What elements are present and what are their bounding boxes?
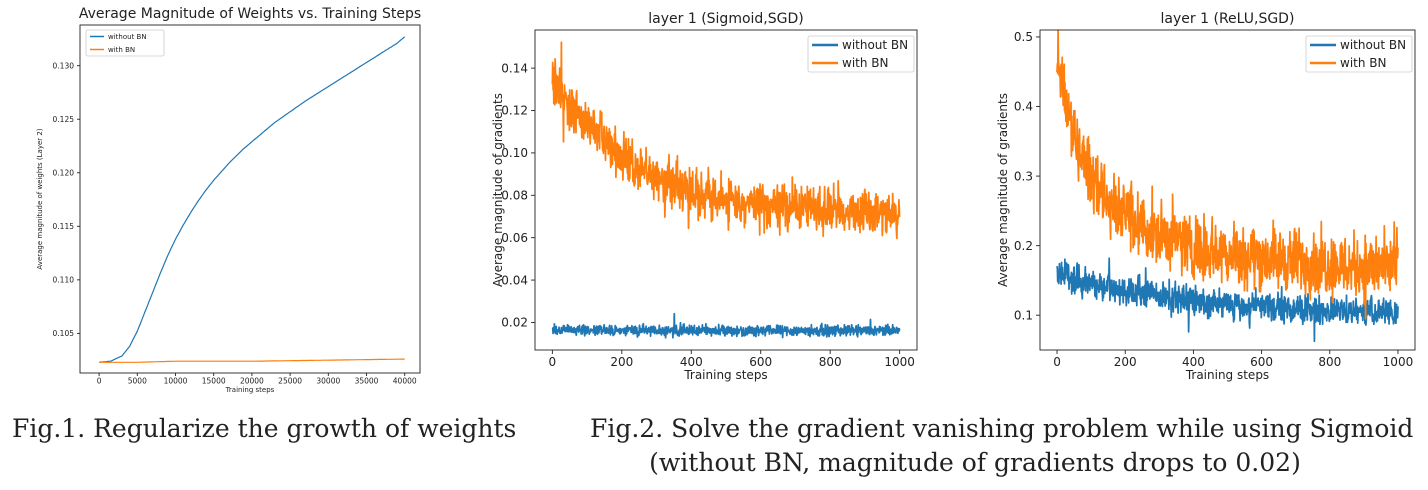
y-tick-label: 0.130 (53, 61, 75, 70)
x-tick-label: 25000 (278, 377, 302, 386)
figure-2-caption-line-1: Fig.2. Solve the gradient vanishing prob… (590, 414, 1414, 443)
y-tick-label: 0.10 (501, 146, 528, 160)
y-tick-label: 0.120 (53, 168, 75, 177)
y-tick-label: 0.3 (1014, 169, 1033, 183)
y-tick-label: 0.4 (1014, 100, 1033, 114)
y-tick-label: 0.125 (53, 115, 75, 124)
y-tick-label: 0.14 (501, 61, 528, 75)
x-tick-label: 400 (1182, 355, 1205, 369)
plot-frame (1039, 29, 1416, 351)
x-tick-label: 20000 (240, 377, 264, 386)
legend-label: without BN (108, 33, 147, 41)
y-tick-label: 0.2 (1014, 239, 1033, 253)
legend-label: with BN (108, 46, 135, 54)
chart-title: layer 1 (Sigmoid,SGD) (648, 11, 803, 27)
x-tick-label: 15000 (202, 377, 226, 386)
y-tick-label: 0.110 (53, 275, 75, 284)
x-axis-label: Training steps (1185, 368, 1269, 382)
figure-1-caption: Fig.1. Regularize the growth of weights (12, 414, 517, 443)
x-axis-label: Training steps (683, 368, 767, 382)
legend-label: with BN (842, 56, 888, 70)
y-tick-label: 0.06 (501, 231, 528, 245)
plot-frame (79, 24, 421, 374)
series-line-with-bn (99, 358, 405, 363)
figure-2-caption-line-2: (without BN, magnitude of gradients drop… (649, 448, 1301, 477)
legend-label: without BN (1340, 38, 1406, 52)
y-axis-label: Average magnitude of gradients (491, 93, 505, 287)
x-tick-label: 200 (1114, 355, 1137, 369)
legend-label: with BN (1340, 56, 1386, 70)
x-tick-label: 5000 (128, 377, 147, 386)
chart-1: Average Magnitude of Weights vs. Trainin… (36, 6, 421, 394)
y-tick-label: 0.08 (501, 188, 528, 202)
x-tick-label: 30000 (316, 377, 340, 386)
x-tick-label: 1000 (884, 355, 915, 369)
y-axis-label: Average magnitude of gradients (996, 93, 1010, 287)
y-tick-label: 0.105 (53, 329, 75, 338)
figure-2-caption: Fig.2. Solve the gradient vanishing prob… (590, 412, 1414, 480)
x-tick-label: 200 (610, 355, 633, 369)
x-tick-label: 800 (1318, 355, 1341, 369)
x-tick-label: 400 (680, 355, 703, 369)
x-tick-label: 40000 (393, 377, 417, 386)
y-tick-label: 0.02 (501, 316, 528, 330)
figure-panel: Average Magnitude of Weights vs. Trainin… (36, 6, 1416, 394)
chart-title: Average Magnitude of Weights vs. Trainin… (79, 6, 421, 22)
y-tick-label: 0.115 (53, 222, 75, 231)
series-line-with-bn (1056, 30, 1399, 320)
chart-title: layer 1 (ReLU,SGD) (1161, 11, 1295, 27)
y-tick-label: 0.1 (1014, 308, 1033, 322)
legend-label: without BN (842, 38, 908, 52)
plot-frame (534, 29, 918, 351)
legend-box (85, 29, 165, 57)
y-tick-label: 0.5 (1014, 30, 1033, 44)
x-tick-label: 35000 (355, 377, 379, 386)
x-tick-label: 0 (97, 377, 102, 386)
chart-2: layer 1 (Sigmoid,SGD) 0 200 400 600 800 1000 0.… (491, 11, 918, 382)
series-line-without-bn (99, 36, 406, 363)
series-line-without-bn (1056, 257, 1399, 343)
series-line-without-bn (551, 312, 901, 339)
y-axis-label: Average magnitude of weights (Layer 2) (36, 128, 44, 269)
x-tick-label: 0 (549, 355, 557, 369)
x-tick-label: 600 (1250, 355, 1273, 369)
y-tick-label: 0.12 (501, 104, 528, 118)
x-tick-label: 10000 (164, 377, 188, 386)
x-tick-label: 1000 (1383, 355, 1414, 369)
x-tick-label: 0 (1053, 355, 1061, 369)
series-line-with-bn (551, 41, 901, 240)
x-tick-label: 800 (819, 355, 842, 369)
chart-3: layer 1 (ReLU,SGD) 0 200 400 600 800 1000 0.1 0.… (996, 11, 1416, 382)
y-tick-label: 0.04 (501, 273, 528, 287)
x-axis-label: Training steps (225, 386, 275, 394)
x-tick-label: 600 (749, 355, 772, 369)
